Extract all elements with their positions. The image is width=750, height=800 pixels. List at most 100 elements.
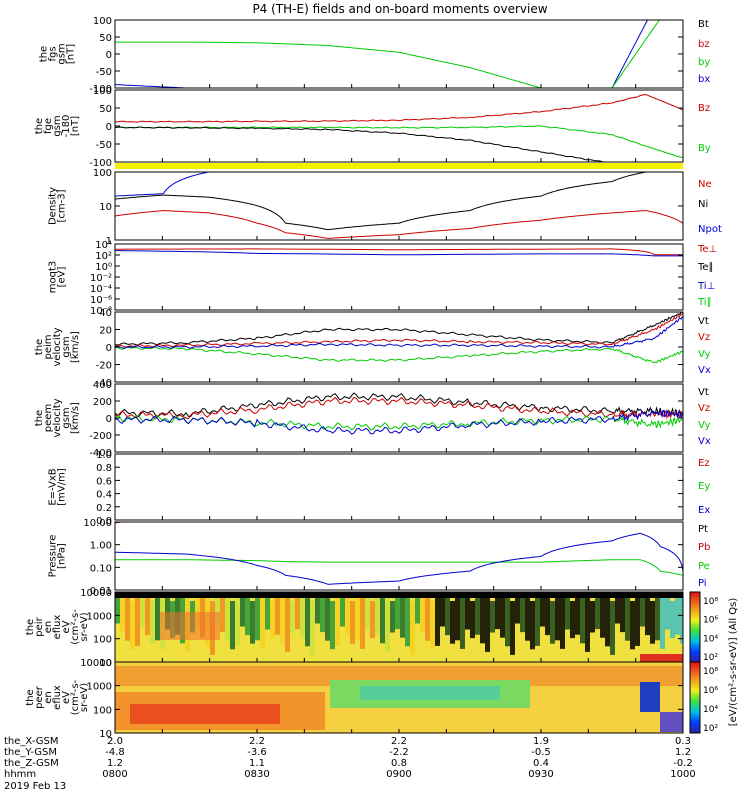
panel-density: 100 10 1 Density[cm-3] Ne Ni Npot: [48, 168, 722, 247]
legend-by: by: [698, 57, 710, 68]
frame-density: [114, 171, 684, 241]
colorbar-tick: 10²: [703, 653, 718, 663]
legend-Ti∥: Ti∥: [697, 297, 712, 308]
ephem-value: 1.2: [675, 747, 691, 758]
ephem-value: 2.2: [249, 736, 265, 747]
ytick-label: -40: [96, 378, 112, 389]
ytick-label: -200: [89, 431, 112, 442]
ytick-label: 0.01: [90, 586, 112, 597]
line-peem-Vz: [115, 396, 683, 420]
legend-Ti⊥: Ti⊥: [697, 281, 715, 292]
ytick-label: 10000: [80, 658, 112, 669]
ephem-label: the_Z-GSM: [4, 758, 59, 769]
ylabel-line: the: [39, 46, 50, 62]
ytick-label: 100: [93, 168, 112, 179]
ephem-value: 0.8: [391, 758, 407, 769]
line-density-Ni: [115, 172, 683, 231]
legend-Pb: Pb: [698, 542, 710, 553]
frame-efield: [114, 453, 684, 521]
ephem-value: 0800: [102, 769, 127, 780]
colorbar-lower: [689, 661, 701, 734]
legend-Vt: Vt: [698, 387, 709, 398]
ephem-value: 0900: [386, 769, 411, 780]
ylabel-line: moqt3: [48, 261, 59, 294]
ytick-label: 0: [106, 414, 112, 425]
line-density-Ne: [115, 210, 683, 239]
ephem-value: 0930: [528, 769, 553, 780]
spectrogram-peir: [115, 592, 683, 662]
colorbar-tick: 10⁸: [703, 667, 718, 677]
ylabel-line: gsm: [52, 115, 63, 136]
ephem-value: 0.3: [675, 736, 691, 747]
status-bar: [115, 163, 683, 169]
ytick-label: 0.4: [96, 490, 112, 501]
ephem-date: 2019 Feb 13: [4, 781, 66, 792]
line-pressure-Pb: [115, 522, 126, 524]
ytick-label: 0.2: [96, 503, 112, 514]
ytick-label: 50: [99, 104, 112, 115]
line-moqt3-Ti⊥: [115, 250, 683, 257]
ylabel-line: peer: [34, 685, 45, 709]
legend-Ne: Ne: [698, 179, 712, 190]
colorbar-tick: 10²: [703, 724, 718, 734]
ylabel-line: velocity: [52, 398, 63, 437]
ytick-label: -400: [89, 448, 112, 459]
ytick-label: 40: [99, 308, 112, 319]
ytick-label: 10: [99, 658, 112, 669]
line-density-Npot: [115, 172, 683, 197]
ylabel-line: eV: [61, 620, 72, 633]
ytick-label: 200: [93, 397, 112, 408]
ytick-label: 0: [106, 122, 112, 133]
frame-pressure: [114, 521, 684, 591]
ephem-value: 1.1: [249, 758, 265, 769]
ytick-label: -20: [96, 361, 112, 372]
ephem-value: -2.2: [389, 747, 409, 758]
ytick-label: 0.8: [96, 463, 112, 474]
ytick-label: 10⁻²: [90, 273, 112, 284]
ytick-label: 10⁻⁶: [90, 295, 112, 306]
series-group-fgs: [115, 20, 660, 88]
ytick-label: 20: [99, 326, 112, 337]
ylabel-line: eflux: [52, 615, 63, 640]
legend-Vx: Vx: [698, 436, 711, 447]
line-fge-Bx: [115, 126, 605, 162]
ephem-value: 0.4: [533, 758, 549, 769]
ytick-label: -100: [89, 84, 112, 95]
line-peem-Vt: [115, 392, 683, 418]
ylabel-line: [km/s]: [70, 402, 81, 434]
legend-Pi: Pi: [698, 578, 707, 589]
ylabel-line: eV: [61, 691, 72, 704]
colorbar-tick: 10⁶: [703, 686, 718, 696]
frame-fge: [114, 89, 684, 163]
ytick-label: 10⁰: [95, 262, 112, 273]
ylabel-line: sr-eV): [79, 683, 90, 712]
ephem-value: 2.2: [391, 736, 407, 747]
ytick-label: 10: [99, 202, 112, 213]
legend-Ey: Ey: [698, 481, 710, 492]
series-group-fge: [115, 93, 683, 162]
ylabel-line: [cm-3]: [57, 189, 68, 222]
legend-Ez: Ez: [698, 458, 710, 469]
ylabel-line: the: [34, 339, 45, 355]
ylabel-line: en: [43, 691, 54, 704]
frame-fgs: [114, 19, 684, 89]
legend-Bz: Bz: [698, 103, 710, 114]
ytick-label: 1000: [87, 611, 112, 622]
ylabel-line: en: [43, 621, 54, 634]
legend-Vz: Vz: [698, 332, 710, 343]
ephem-value: 2.0: [107, 736, 123, 747]
legend-Te∥: Te∥: [697, 262, 714, 273]
colorbar-tick: 10⁴: [703, 634, 718, 644]
ephem-value: -0.2: [673, 758, 693, 769]
ytick-label: 100: [93, 705, 112, 716]
line-pressure-Pe: [115, 559, 683, 576]
ylabel-line: gsm: [57, 43, 68, 64]
ylabel-line: the: [25, 619, 36, 635]
ytick-label: 0.6: [96, 476, 112, 487]
legend-By: By: [698, 143, 711, 154]
colorbar-tick: 10⁴: [703, 705, 718, 715]
